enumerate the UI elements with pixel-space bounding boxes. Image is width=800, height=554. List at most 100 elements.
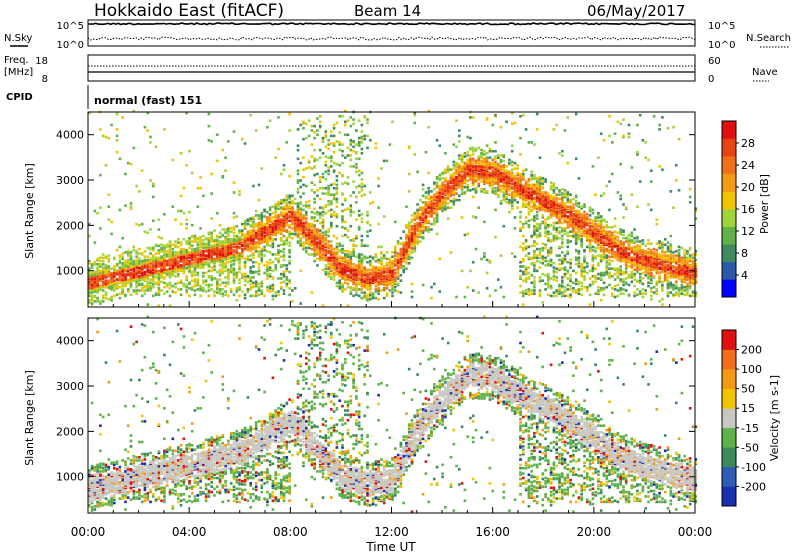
power-cell	[213, 263, 216, 266]
power-cell	[538, 256, 542, 260]
power-cell	[341, 161, 344, 165]
power-cell	[238, 229, 241, 232]
power-cell	[121, 276, 124, 279]
power-cell	[344, 227, 347, 230]
power-cell	[357, 264, 361, 267]
power-cell	[126, 258, 130, 262]
power-cell	[344, 120, 347, 124]
power-cell	[232, 245, 236, 249]
power-cell	[260, 260, 264, 264]
power-cell	[260, 211, 264, 215]
power-cell	[299, 195, 302, 199]
power-cell	[218, 252, 222, 255]
power-cell	[363, 277, 366, 280]
power-cell	[527, 223, 531, 227]
power-cell	[405, 257, 408, 261]
power-cell	[227, 270, 230, 274]
power-cell	[243, 224, 247, 228]
power-cell	[396, 242, 400, 245]
power-cell	[349, 285, 353, 289]
power-cell	[499, 190, 503, 193]
power-cell	[360, 278, 364, 281]
power-cell	[179, 255, 183, 258]
power-cell	[149, 278, 152, 281]
power-cell	[193, 289, 197, 292]
power-cell	[421, 194, 425, 198]
power-cell	[193, 236, 197, 240]
power-cell	[519, 191, 522, 194]
power-cell	[332, 234, 336, 238]
power-cell	[366, 121, 369, 125]
power-cell	[238, 285, 241, 289]
power-cell	[324, 160, 328, 164]
power-cell	[374, 146, 378, 150]
power-cell	[132, 109, 136, 113]
power-cell	[293, 287, 297, 290]
power-cell	[519, 291, 522, 294]
power-cell	[93, 241, 97, 244]
power-cell	[118, 157, 122, 161]
power-cell	[227, 229, 230, 232]
power-cell	[316, 117, 319, 120]
date-label: 06/May/2017	[587, 2, 685, 20]
power-cell	[274, 268, 277, 272]
power-cell	[497, 181, 500, 184]
power-cell	[274, 156, 277, 159]
power-cell	[355, 166, 358, 169]
power-cell	[458, 140, 461, 143]
power-cell	[405, 223, 408, 227]
power-cell	[246, 288, 250, 291]
power-cell	[90, 280, 94, 284]
power-cell	[160, 255, 163, 258]
power-cell	[277, 204, 280, 207]
power-cell	[318, 179, 322, 182]
power-cell	[413, 111, 417, 115]
power-cell	[538, 222, 542, 226]
power-cell	[263, 208, 266, 212]
power-cell	[366, 279, 369, 282]
power-cell	[355, 162, 358, 166]
power-cell	[566, 252, 570, 255]
power-cell	[388, 257, 392, 261]
power-cell	[569, 266, 572, 269]
power-cell	[207, 269, 211, 273]
power-cell	[394, 248, 397, 252]
power-cell	[394, 251, 397, 254]
power-cell	[210, 277, 213, 280]
power-cell	[391, 294, 394, 298]
power-cell	[480, 187, 483, 191]
power-cell	[157, 228, 161, 231]
power-cell	[558, 288, 561, 291]
power-cell	[349, 210, 353, 214]
power-cell	[374, 142, 378, 145]
power-cell	[552, 221, 556, 225]
power-cell	[101, 259, 105, 263]
power-cell	[455, 192, 458, 195]
power-cell	[210, 288, 213, 291]
power-cell	[249, 269, 252, 273]
power-cell	[522, 270, 525, 274]
noise-tick-left-bottom: 10^0	[57, 40, 84, 51]
power-cell	[338, 267, 341, 270]
power-cell	[182, 256, 186, 260]
power-cell	[555, 289, 558, 292]
power-cell	[268, 251, 272, 254]
power-cell	[410, 214, 414, 217]
power-cell	[549, 186, 553, 190]
power-cell	[522, 176, 525, 179]
power-cell	[471, 146, 475, 150]
power-cell	[374, 259, 378, 263]
power-cell	[371, 294, 375, 298]
power-cell	[530, 244, 533, 248]
power-cell	[466, 185, 469, 189]
power-cell	[307, 166, 311, 169]
power-cell	[285, 276, 289, 279]
power-cell	[547, 216, 550, 219]
power-cell	[460, 173, 464, 177]
power-cell	[399, 242, 403, 245]
power-cell	[280, 206, 283, 209]
power-cell	[190, 265, 194, 268]
power-cell	[369, 139, 372, 142]
power-cell	[118, 258, 122, 262]
power-cell	[327, 186, 330, 190]
